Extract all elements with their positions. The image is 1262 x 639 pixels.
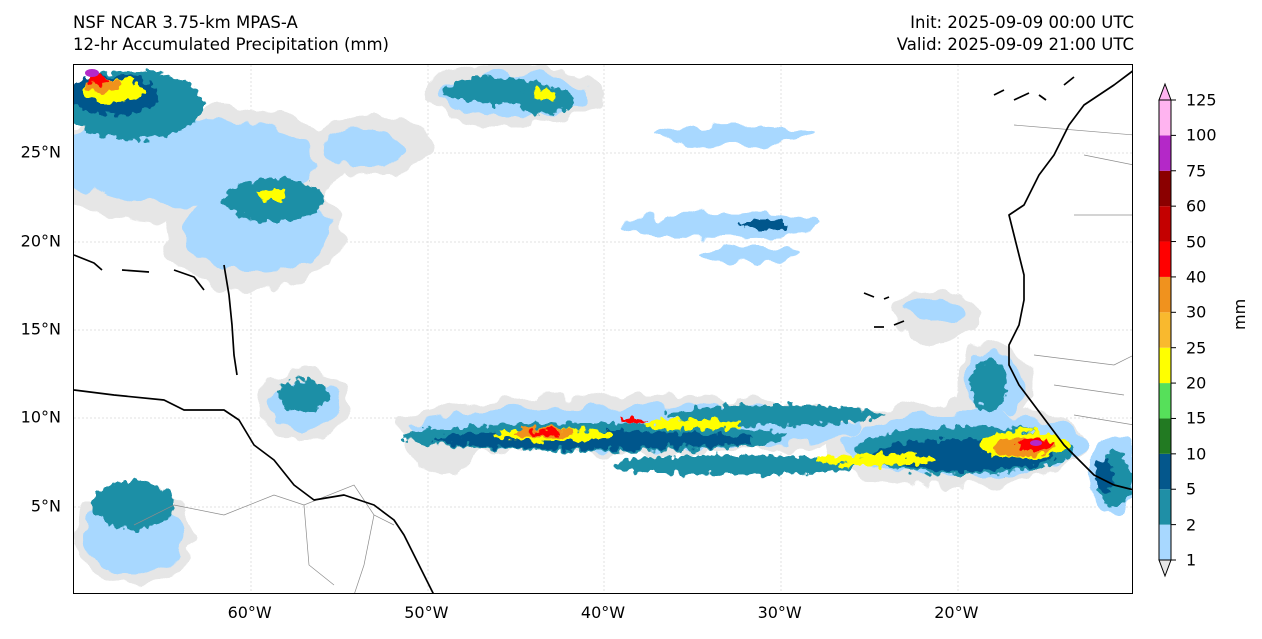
latitude-label: 5°N xyxy=(30,496,61,516)
colorbar-tick-label: 20 xyxy=(1186,373,1207,393)
title-right: Init: 2025-09-09 00:00 UTC Valid: 2025-0… xyxy=(897,12,1134,56)
title-left: NSF NCAR 3.75-km MPAS-A 12-hr Accumulate… xyxy=(73,12,389,56)
colorbar-tick-label: 60 xyxy=(1186,196,1207,216)
colorbar-extend-max xyxy=(1158,82,1172,101)
colorbar-tick-label: 25 xyxy=(1186,338,1207,358)
colorbar-tick-label: 100 xyxy=(1186,125,1217,145)
colorbar-tick-label: 1 xyxy=(1186,550,1197,570)
colorbar-segment xyxy=(1159,241,1171,277)
colorbar-tick-label: 40 xyxy=(1186,267,1207,287)
colorbar-segment xyxy=(1159,206,1171,242)
colorbar-segment xyxy=(1159,347,1171,384)
colorbar-segment xyxy=(1159,276,1171,313)
colorbar-extend-min xyxy=(1158,559,1172,578)
colorbar-unit: mm xyxy=(1230,298,1249,330)
colorbar-tick-label: 50 xyxy=(1186,232,1207,252)
colorbar-tick-label: 5 xyxy=(1186,479,1197,499)
colorbar-segment xyxy=(1159,135,1171,171)
precipitation-map xyxy=(73,64,1133,594)
colorbar-frame xyxy=(1158,99,1172,561)
model-title: NSF NCAR 3.75-km MPAS-A xyxy=(73,13,298,32)
longitude-label: 60°W xyxy=(227,603,272,622)
colorbar-tick-label: 15 xyxy=(1186,408,1207,428)
latitude-label: 15°N xyxy=(20,319,61,339)
init-time: Init: 2025-09-09 00:00 UTC xyxy=(910,13,1134,32)
colorbar-segment xyxy=(1159,100,1171,136)
latitude-label: 20°N xyxy=(20,231,61,251)
latitude-label: 10°N xyxy=(20,407,61,427)
colorbar xyxy=(1158,82,1176,578)
colorbar-tick-label: 125 xyxy=(1186,90,1217,110)
colorbar-segment xyxy=(1159,418,1171,454)
field-title: 12-hr Accumulated Precipitation (mm) xyxy=(73,35,389,54)
colorbar-tick-label: 30 xyxy=(1186,302,1207,322)
precip-100mm xyxy=(85,69,1042,446)
colorbar-segment xyxy=(1159,489,1171,525)
longitude-label: 30°W xyxy=(757,603,802,622)
country-borders xyxy=(133,124,1132,593)
longitude-label: 50°W xyxy=(404,603,449,622)
longitude-label: 20°W xyxy=(934,603,979,622)
colorbar-segment xyxy=(1159,453,1171,490)
map-canvas xyxy=(74,65,1132,593)
colorbar-tick-label: 75 xyxy=(1186,161,1207,181)
coastlines xyxy=(74,70,1132,593)
latitude-label: 25°N xyxy=(20,142,61,162)
colorbar-tick-label: 2 xyxy=(1186,515,1197,535)
valid-time: Valid: 2025-09-09 21:00 UTC xyxy=(896,35,1134,54)
colorbar-segment xyxy=(1159,383,1171,419)
colorbar-segment xyxy=(1159,312,1171,348)
colorbar-segment xyxy=(1159,170,1171,207)
longitude-label: 40°W xyxy=(580,603,626,622)
colorbar-segment xyxy=(1159,524,1171,560)
colorbar-tick-label: 10 xyxy=(1186,444,1207,464)
